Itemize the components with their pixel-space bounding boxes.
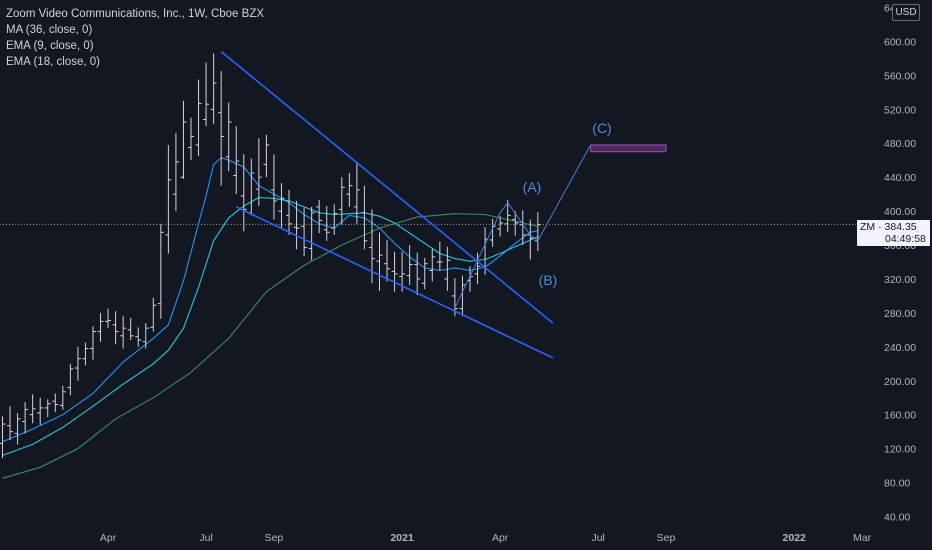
x-tick-label: 2022 xyxy=(783,532,807,544)
y-tick-label: 440.00 xyxy=(884,172,916,184)
chart-legend: Zoom Video Communications, Inc., 1W, Cbo… xyxy=(6,6,264,70)
legend-title: Zoom Video Communications, Inc., 1W, Cbo… xyxy=(6,8,265,20)
y-tick-label: 40.00 xyxy=(884,512,910,524)
wave-label-c: (C) xyxy=(592,120,611,136)
x-tick-label: Sep xyxy=(265,532,284,544)
legend-ma36[interactable]: MA (36, close, 0) xyxy=(6,24,93,36)
y-tick-label: 320.00 xyxy=(884,274,916,286)
x-tick-label: Apr xyxy=(492,532,509,544)
bar-countdown: 04:49:58 xyxy=(885,233,926,245)
x-tick-label: Apr xyxy=(100,532,117,544)
currency-button[interactable]: USD xyxy=(892,4,920,21)
wedge-trendline-1 xyxy=(220,51,554,324)
last-price-label: ZM · 384.35 xyxy=(860,221,917,233)
legend-ema9[interactable]: EMA (9, close, 0) xyxy=(6,40,94,52)
x-tick-label: Jul xyxy=(199,532,212,544)
wave-label-a: (A) xyxy=(523,179,542,195)
y-tick-label: 480.00 xyxy=(884,138,916,150)
y-tick-label: 160.00 xyxy=(884,410,916,422)
price-value: 384.35 xyxy=(884,221,917,233)
x-tick-label: Jul xyxy=(591,532,604,544)
last-price-tag: ZM · 384.35 04:49:58 xyxy=(857,220,930,246)
series-line-2 xyxy=(2,157,538,443)
y-tick-label: 560.00 xyxy=(884,70,916,82)
target-zone-box xyxy=(590,144,667,153)
y-tick-label: 80.00 xyxy=(884,478,910,490)
series-line-1 xyxy=(2,213,538,479)
y-tick-label: 600.00 xyxy=(884,36,916,48)
y-tick-label: 520.00 xyxy=(884,104,916,116)
y-tick-label: 240.00 xyxy=(884,342,916,354)
wedge-trendline-2 xyxy=(235,206,554,359)
series-line-3 xyxy=(2,196,539,456)
y-tick-label: 200.00 xyxy=(884,376,916,388)
y-tick-label: 120.00 xyxy=(884,444,916,456)
x-tick-label: Mar xyxy=(853,532,872,544)
wave-projection-path xyxy=(454,144,592,309)
price-symbol: ZM xyxy=(860,221,876,233)
x-tick-label: Sep xyxy=(657,532,676,544)
legend-ema18[interactable]: EMA (18, close, 0) xyxy=(6,56,100,68)
x-tick-label: 2021 xyxy=(390,532,414,544)
y-tick-label: 400.00 xyxy=(884,206,916,218)
wave-label-b: (B) xyxy=(539,272,558,288)
y-tick-label: 280.00 xyxy=(884,308,916,320)
